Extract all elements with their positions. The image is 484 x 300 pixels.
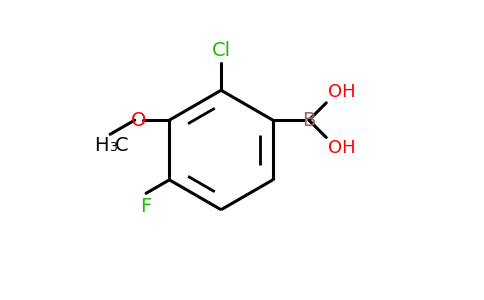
Text: Cl: Cl (212, 41, 231, 60)
Text: H: H (94, 136, 109, 155)
Text: F: F (140, 197, 151, 217)
Text: B: B (302, 111, 316, 130)
Text: C: C (115, 136, 128, 155)
Text: O: O (131, 111, 146, 130)
Text: OH: OH (328, 139, 356, 157)
Text: 3: 3 (109, 141, 117, 154)
Text: OH: OH (328, 83, 356, 101)
